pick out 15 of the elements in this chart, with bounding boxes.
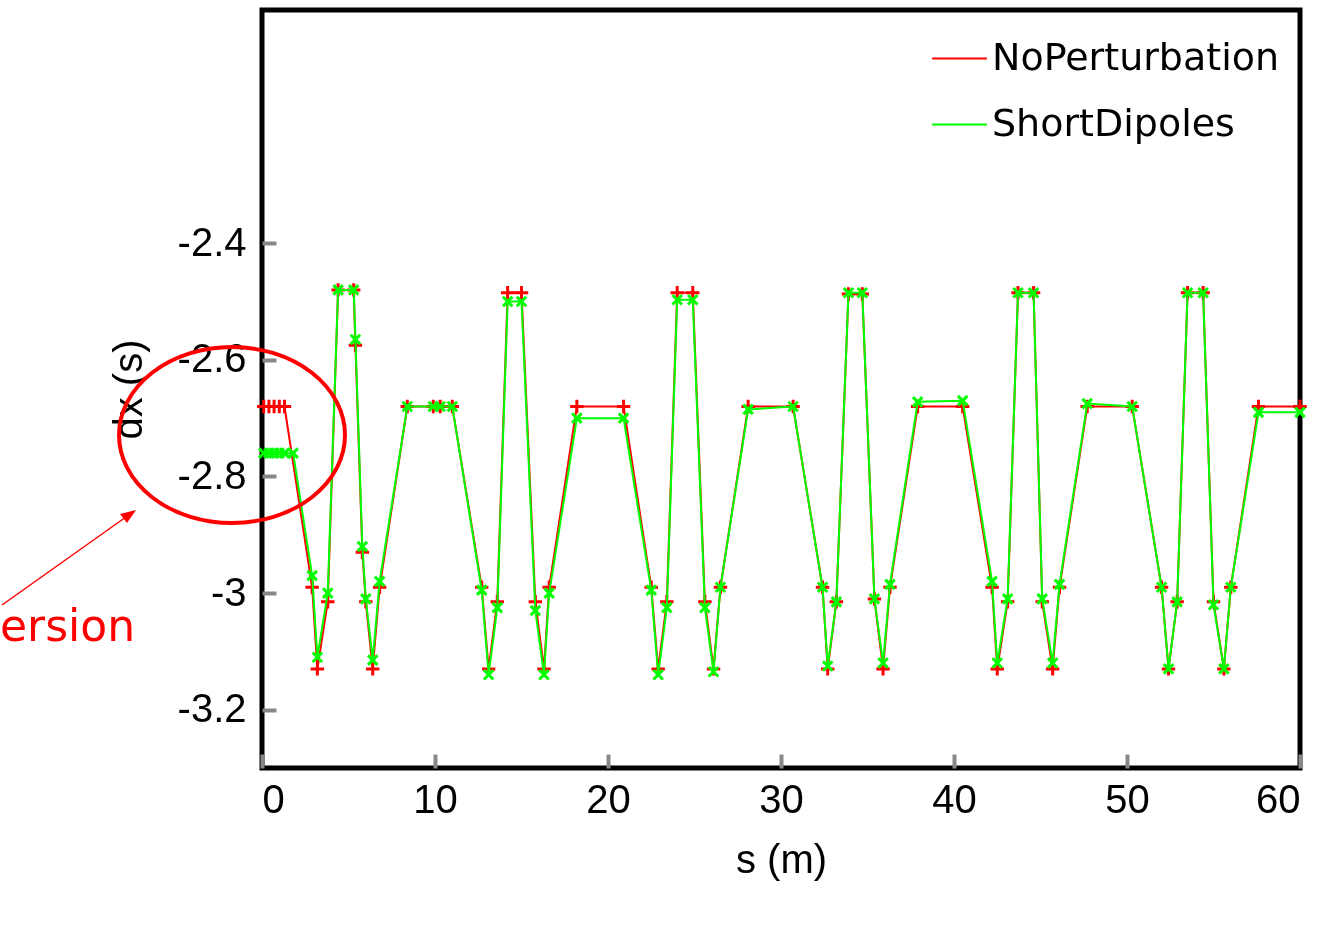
x-tick-label: 50 [1105, 776, 1150, 821]
x-tick-label: 40 [932, 776, 977, 821]
text: ersion [0, 600, 136, 651]
y-tick-label: -3 [210, 569, 247, 614]
legend-label: NoPerturbation [992, 34, 1280, 79]
legend-label: ShortDipoles [992, 100, 1235, 145]
x-tick-label: 30 [759, 776, 804, 821]
y-tick-label: -2.4 [177, 219, 247, 264]
x-tick-label: 0 [262, 776, 285, 821]
y-tick-label: -2.8 [177, 452, 247, 497]
x-tick-label: 20 [586, 776, 631, 821]
x-axis-title: s (m) [735, 836, 828, 881]
x-tick-label: 60 [1256, 776, 1301, 821]
y-tick-label: -3.2 [177, 686, 247, 731]
x-tick-label: 10 [413, 776, 458, 821]
